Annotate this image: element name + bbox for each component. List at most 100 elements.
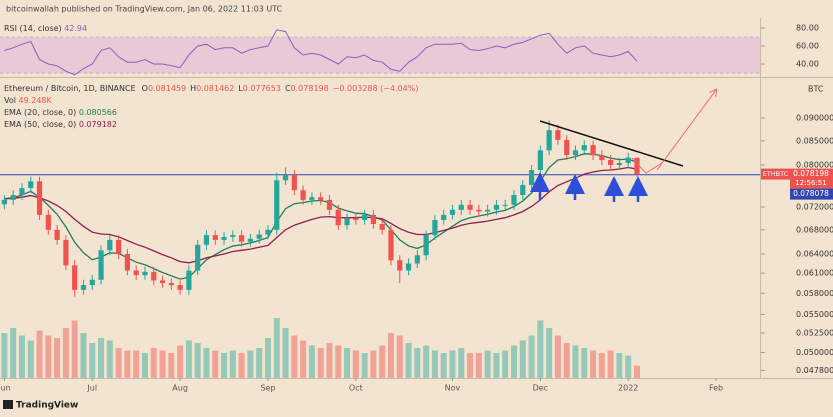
volume-bar xyxy=(150,348,157,378)
volume-bar xyxy=(510,345,517,378)
volume-bar xyxy=(326,343,333,378)
volume-bar xyxy=(168,353,175,378)
candle-body xyxy=(441,214,447,220)
candle-body xyxy=(555,130,561,140)
ema-name: EMA (50, close, 0) xyxy=(4,120,76,129)
x-tick-label: Nov xyxy=(445,384,461,393)
volume-bar xyxy=(98,338,105,378)
volume-name: Vol xyxy=(4,96,16,105)
candle-body xyxy=(203,235,210,245)
candle-body xyxy=(186,270,192,290)
candle-body xyxy=(291,175,297,191)
volume-bar xyxy=(405,343,412,378)
logo-icon xyxy=(3,400,13,409)
volume-bar xyxy=(361,353,368,378)
volume-bar xyxy=(502,350,509,378)
level-price-label: 0.078078 xyxy=(793,189,829,198)
ema-last-value: 0.080566 xyxy=(79,108,117,117)
candle-body xyxy=(581,145,587,151)
volume-bar xyxy=(414,348,421,378)
volume-bar xyxy=(572,345,579,378)
y-tick-label: 0.055000 xyxy=(796,310,833,319)
candle-body xyxy=(493,204,500,210)
volume-bar xyxy=(238,353,245,378)
volume-bar xyxy=(598,353,605,378)
volume-bar xyxy=(18,335,25,378)
volume-bar xyxy=(36,330,43,378)
candle-body xyxy=(230,235,236,237)
volume-bar xyxy=(581,348,588,378)
candle-body xyxy=(528,170,535,185)
candle-body xyxy=(98,250,104,280)
x-tick-label: Aug xyxy=(172,384,188,393)
volume-bar xyxy=(71,320,78,378)
candle-body xyxy=(572,150,579,156)
candle-body xyxy=(89,279,95,286)
volume-last-value: 49.248K xyxy=(19,96,53,105)
volume-bar xyxy=(133,350,140,378)
candle-body xyxy=(502,204,508,206)
candle-body xyxy=(309,197,315,200)
volume-bar xyxy=(221,353,228,378)
x-tick-label: 2022 xyxy=(618,384,638,393)
volume-bar xyxy=(590,350,597,378)
rsi-last-value: 42.94 xyxy=(64,24,87,33)
volume-bar xyxy=(475,353,482,378)
ohlc-value: 0.081462 xyxy=(196,84,234,93)
volume-bar xyxy=(177,345,184,378)
candle-body xyxy=(282,175,289,181)
candle-body xyxy=(379,224,385,230)
y-tick-label: 0.080000 xyxy=(796,161,833,170)
volume-bar xyxy=(484,350,491,378)
projection-arrow xyxy=(656,90,716,171)
volume-bar xyxy=(546,328,553,378)
volume-bar xyxy=(449,350,456,378)
volume-bar xyxy=(317,348,324,378)
candle-body xyxy=(625,157,631,164)
candle-body xyxy=(177,285,183,290)
candle-body xyxy=(45,214,51,230)
volume-bar xyxy=(370,350,377,378)
y-tick-label: 0.068000 xyxy=(796,225,833,234)
y-tick-label: 0.064000 xyxy=(796,250,833,259)
volume-bar xyxy=(396,335,403,378)
last-price-tag xyxy=(790,168,833,189)
candle-body xyxy=(159,280,166,284)
countdown-label: 12:56:51 xyxy=(795,179,826,187)
change-value: −0.003288 (−4.04%) xyxy=(333,84,419,93)
candle-body xyxy=(370,214,377,225)
volume-bar xyxy=(633,365,640,378)
candle-body xyxy=(546,130,552,151)
symbol-title: Ethereum / Bitcoin, 1D, BINANCE xyxy=(4,84,136,93)
rsi-tick-label: 40.00 xyxy=(796,60,819,69)
x-tick-label: Jul xyxy=(86,384,97,393)
volume-bar xyxy=(423,345,430,378)
volume-bar xyxy=(185,340,192,378)
candle-body xyxy=(353,218,359,220)
volume-bar xyxy=(554,335,561,378)
y-tick-label: 0.052500 xyxy=(796,329,833,338)
rsi-legend: RSI (14, close) 42.94 xyxy=(4,24,87,33)
volume-bar xyxy=(519,340,526,378)
volume-bar xyxy=(54,338,61,378)
rsi-name: RSI (14, close) xyxy=(4,24,62,33)
volume-bar xyxy=(607,350,614,378)
volume-bar xyxy=(563,343,570,378)
candle-body xyxy=(124,254,130,271)
symbol-tag xyxy=(761,168,790,180)
y-tick-label: 0.072000 xyxy=(796,203,833,212)
candle-body xyxy=(397,260,403,271)
candle-body xyxy=(326,199,333,210)
candle-body xyxy=(239,235,245,242)
candle-body xyxy=(142,271,148,276)
volume-legend: Vol 49.248K xyxy=(4,96,53,105)
candle-body xyxy=(10,195,16,200)
candle-body xyxy=(19,188,25,196)
volume-bar xyxy=(458,348,465,378)
candle-body xyxy=(72,265,78,290)
price-legend: Ethereum / Bitcoin, 1D, BINANCE O0.081459… xyxy=(4,84,419,93)
candle-body xyxy=(634,157,640,175)
candle-body xyxy=(212,235,218,240)
candle-body xyxy=(476,209,482,212)
last-price-label: 0.078198 xyxy=(793,169,829,178)
